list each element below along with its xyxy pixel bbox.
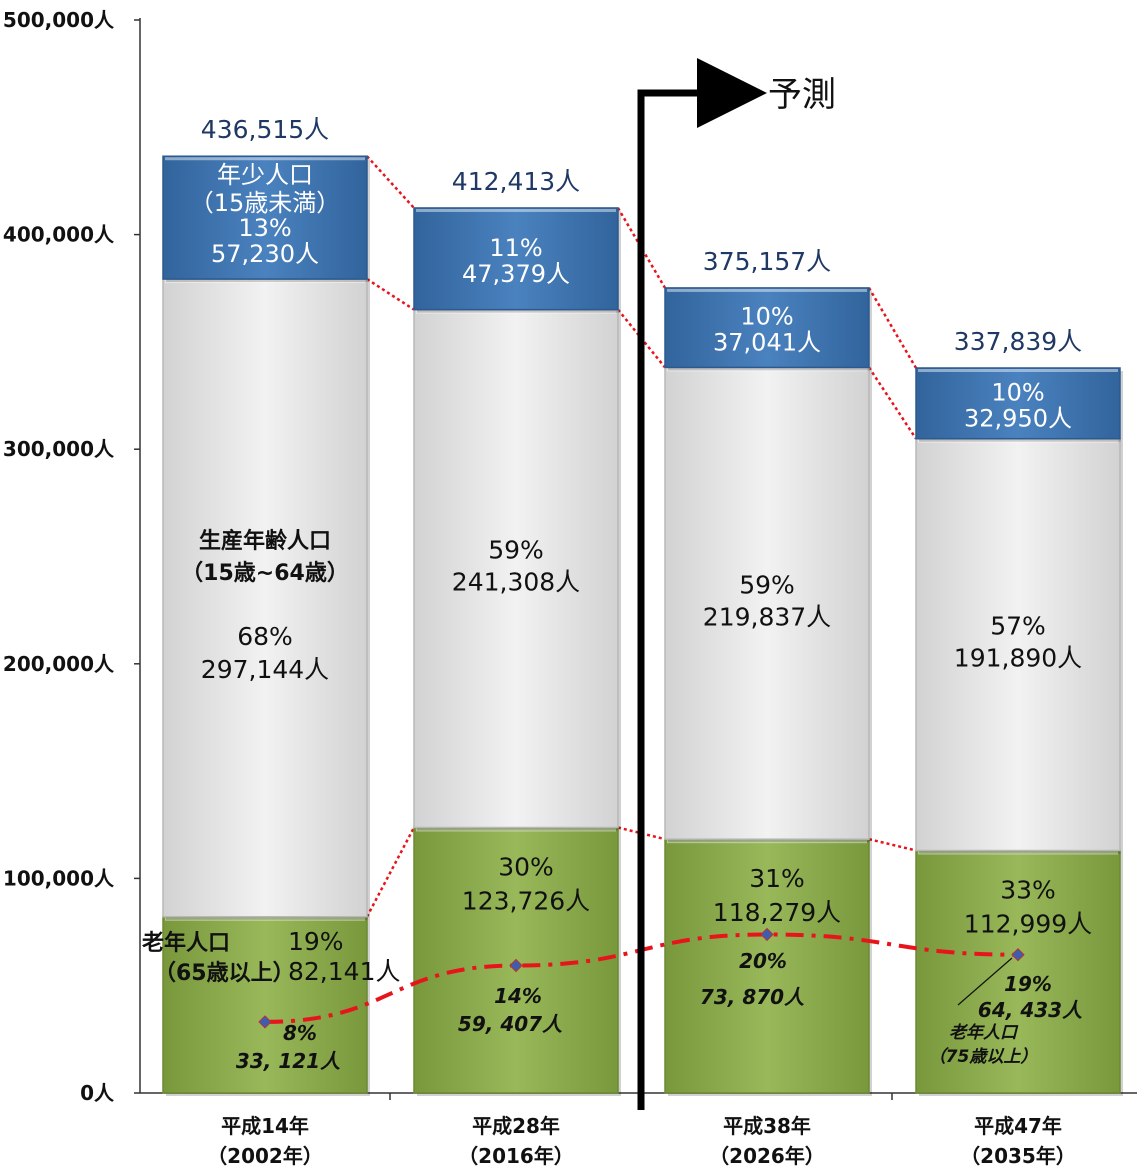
total-label: 412,413人: [452, 167, 580, 196]
bar-young: [915, 367, 1121, 440]
x-category-sublabel: （2002年）: [207, 1144, 323, 1168]
young-value-label: 32,950人: [964, 404, 1072, 432]
young-name-label: 年少人口: [217, 161, 313, 189]
working-pct-label: 59%: [739, 570, 795, 599]
series-75-pct-label: 20%: [739, 949, 787, 973]
bar-young: [664, 287, 870, 369]
connector-old: [365, 826, 416, 918]
bar-old: [162, 915, 368, 1094]
series-75-callout-line: [957, 957, 1013, 1006]
series-75-sub-label: （75歳以上）: [929, 1047, 1038, 1067]
forecast-label: 予測: [768, 75, 836, 115]
connector-old: [868, 837, 917, 852]
young-value-label: 57,230人: [211, 240, 319, 268]
young-pct-label: 11%: [489, 234, 542, 262]
bar-working: [413, 308, 619, 829]
bar-working: [162, 278, 368, 918]
working-value-label: 241,308人: [452, 568, 580, 597]
connector-young: [366, 155, 415, 209]
y-tick-label: 400,000人: [3, 223, 115, 247]
bar-old-highlight: [416, 828, 616, 832]
young-pct-label: 10%: [991, 378, 1044, 406]
series-75-value-label: 59, 407人: [458, 1012, 563, 1036]
working-value-label: 219,837人: [703, 602, 831, 631]
bar-young: [162, 155, 368, 280]
young-pct-label: 13%: [238, 214, 291, 242]
bar-old-highlight: [918, 851, 1118, 855]
young-value-label: 47,379人: [462, 260, 570, 288]
bar-old-highlight: [165, 917, 365, 921]
bar-working: [664, 366, 870, 840]
working-pct-label: 57%: [990, 612, 1046, 641]
young-value-label: 37,041人: [713, 329, 821, 357]
bar-working-highlight: [165, 280, 365, 284]
series-75-value-label: 73, 870人: [700, 985, 805, 1009]
x-category-label: 平成38年: [723, 1114, 811, 1138]
working-value-label: 191,890人: [954, 644, 1082, 673]
bar-working-highlight: [667, 368, 867, 372]
x-category-label: 平成47年: [974, 1114, 1062, 1138]
series-75-point: [509, 958, 523, 973]
bar-working-highlight: [416, 310, 616, 314]
total-label: 436,515人: [201, 115, 329, 144]
old-value-label: 82,141人: [288, 957, 400, 986]
series-75-value-label: 64, 433人: [978, 998, 1083, 1022]
bar-working-highlight: [918, 439, 1118, 443]
series-75-point: [1011, 948, 1025, 962]
working-pct-label: 59%: [488, 536, 544, 565]
series-75-name-label: 老年人口: [949, 1023, 1019, 1043]
old-name-label: 老年人口: [141, 930, 230, 956]
x-category-label: 平成28年: [472, 1114, 560, 1138]
connector-working: [867, 366, 918, 440]
series-75-point: [760, 927, 774, 942]
y-tick-label: 200,000人: [3, 652, 115, 676]
old-pct-label: 31%: [749, 864, 805, 893]
working-sub-label: （15歳~64歳）: [181, 561, 349, 586]
forecast-divider-arrow: [637, 58, 767, 1110]
working-pct-label: 68%: [237, 622, 293, 651]
bar-old: [915, 849, 1121, 1094]
connector-young: [867, 287, 918, 369]
old-value-label: 112,999人: [964, 910, 1092, 939]
bar-old-highlight: [667, 840, 867, 844]
bar-young: [413, 207, 619, 311]
bar-young-highlight: [165, 157, 365, 161]
bar-young-highlight: [667, 288, 867, 292]
total-label: 337,839人: [954, 327, 1082, 356]
bar-young-highlight: [416, 208, 616, 212]
x-category-label: 平成14年: [221, 1114, 309, 1138]
young-pct-label: 10%: [740, 303, 793, 331]
series-75-pct-label: 8%: [283, 1021, 317, 1045]
old-sub-label: （65歳以上）: [154, 961, 295, 986]
young-sub-label: （15歳未満）: [190, 189, 341, 217]
y-tick-label: 0人: [80, 1081, 115, 1105]
old-pct-label: 30%: [498, 852, 554, 881]
y-tick-label: 100,000人: [3, 866, 115, 890]
series-75-point: [258, 1015, 272, 1029]
working-name-label: 生産年齢人口: [199, 528, 331, 554]
bar-young-highlight: [918, 368, 1118, 372]
old-value-label: 123,726人: [462, 886, 590, 915]
bar-working: [915, 437, 1121, 852]
connector-working: [366, 278, 415, 311]
series-75-value-label: 33, 121人: [236, 1049, 341, 1073]
x-category-sublabel: （2035年）: [960, 1144, 1076, 1168]
working-value-label: 297,144人: [201, 655, 329, 684]
x-category-sublabel: （2016年）: [458, 1144, 574, 1168]
old-pct-label: 19%: [288, 927, 344, 956]
x-category-sublabel: （2026年）: [709, 1144, 825, 1168]
series-75-pct-label: 19%: [1004, 972, 1052, 996]
old-value-label: 118,279人: [713, 898, 841, 927]
bar-old: [664, 838, 870, 1094]
old-pct-label: 33%: [1000, 876, 1056, 905]
y-tick-label: 500,000人: [3, 8, 115, 32]
series-75-line: [264, 932, 1019, 1024]
y-tick-label: 300,000人: [3, 437, 115, 461]
series-75-pct-label: 14%: [494, 984, 542, 1008]
total-label: 375,157人: [703, 247, 831, 276]
